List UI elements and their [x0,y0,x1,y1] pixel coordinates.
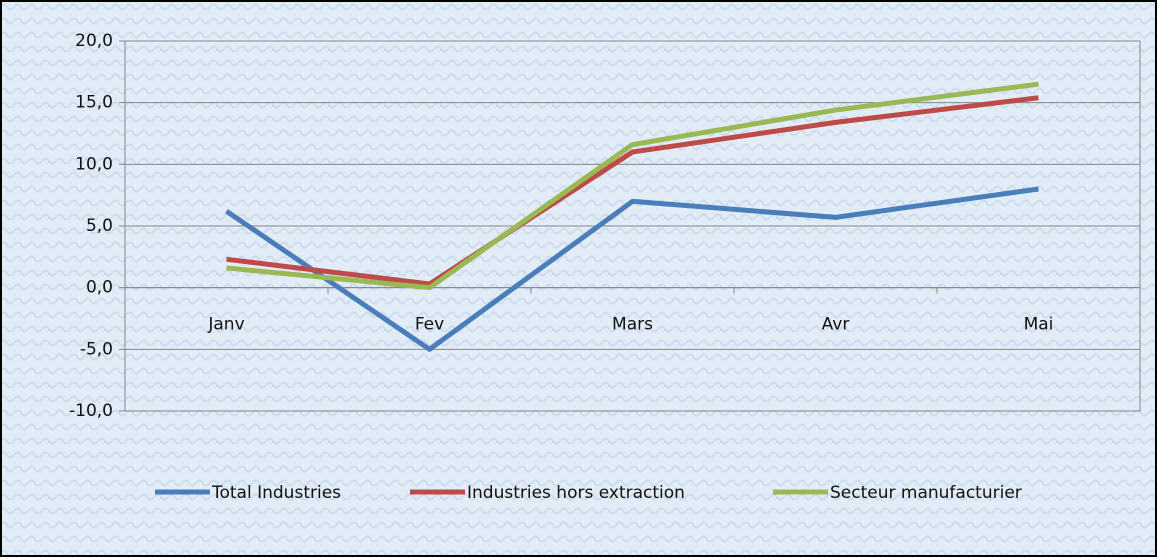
x-tick-label: Mai [1024,315,1054,335]
x-tick-label: Janv [207,315,244,335]
x-tick-label: Mars [612,315,653,335]
legend-label: Industries hors extraction [467,483,685,503]
legend-label: Total Industries [211,483,341,503]
x-tick-label: Avr [822,315,850,335]
series-line [225,186,1039,352]
y-tick-label: -10,0 [69,401,113,421]
x-tick-label: Fev [415,315,444,335]
y-tick-label: 0,0 [86,278,113,298]
series-line [226,81,1039,291]
series-line [226,95,1039,287]
y-tick-label: 5,0 [86,216,113,236]
y-tick-label: 10,0 [75,154,113,174]
legend-label: Secteur manufacturier [830,483,1022,503]
y-tick-label: -5,0 [80,339,113,359]
y-tick-label: 20,0 [75,31,113,51]
y-tick-label: 15,0 [75,93,113,113]
